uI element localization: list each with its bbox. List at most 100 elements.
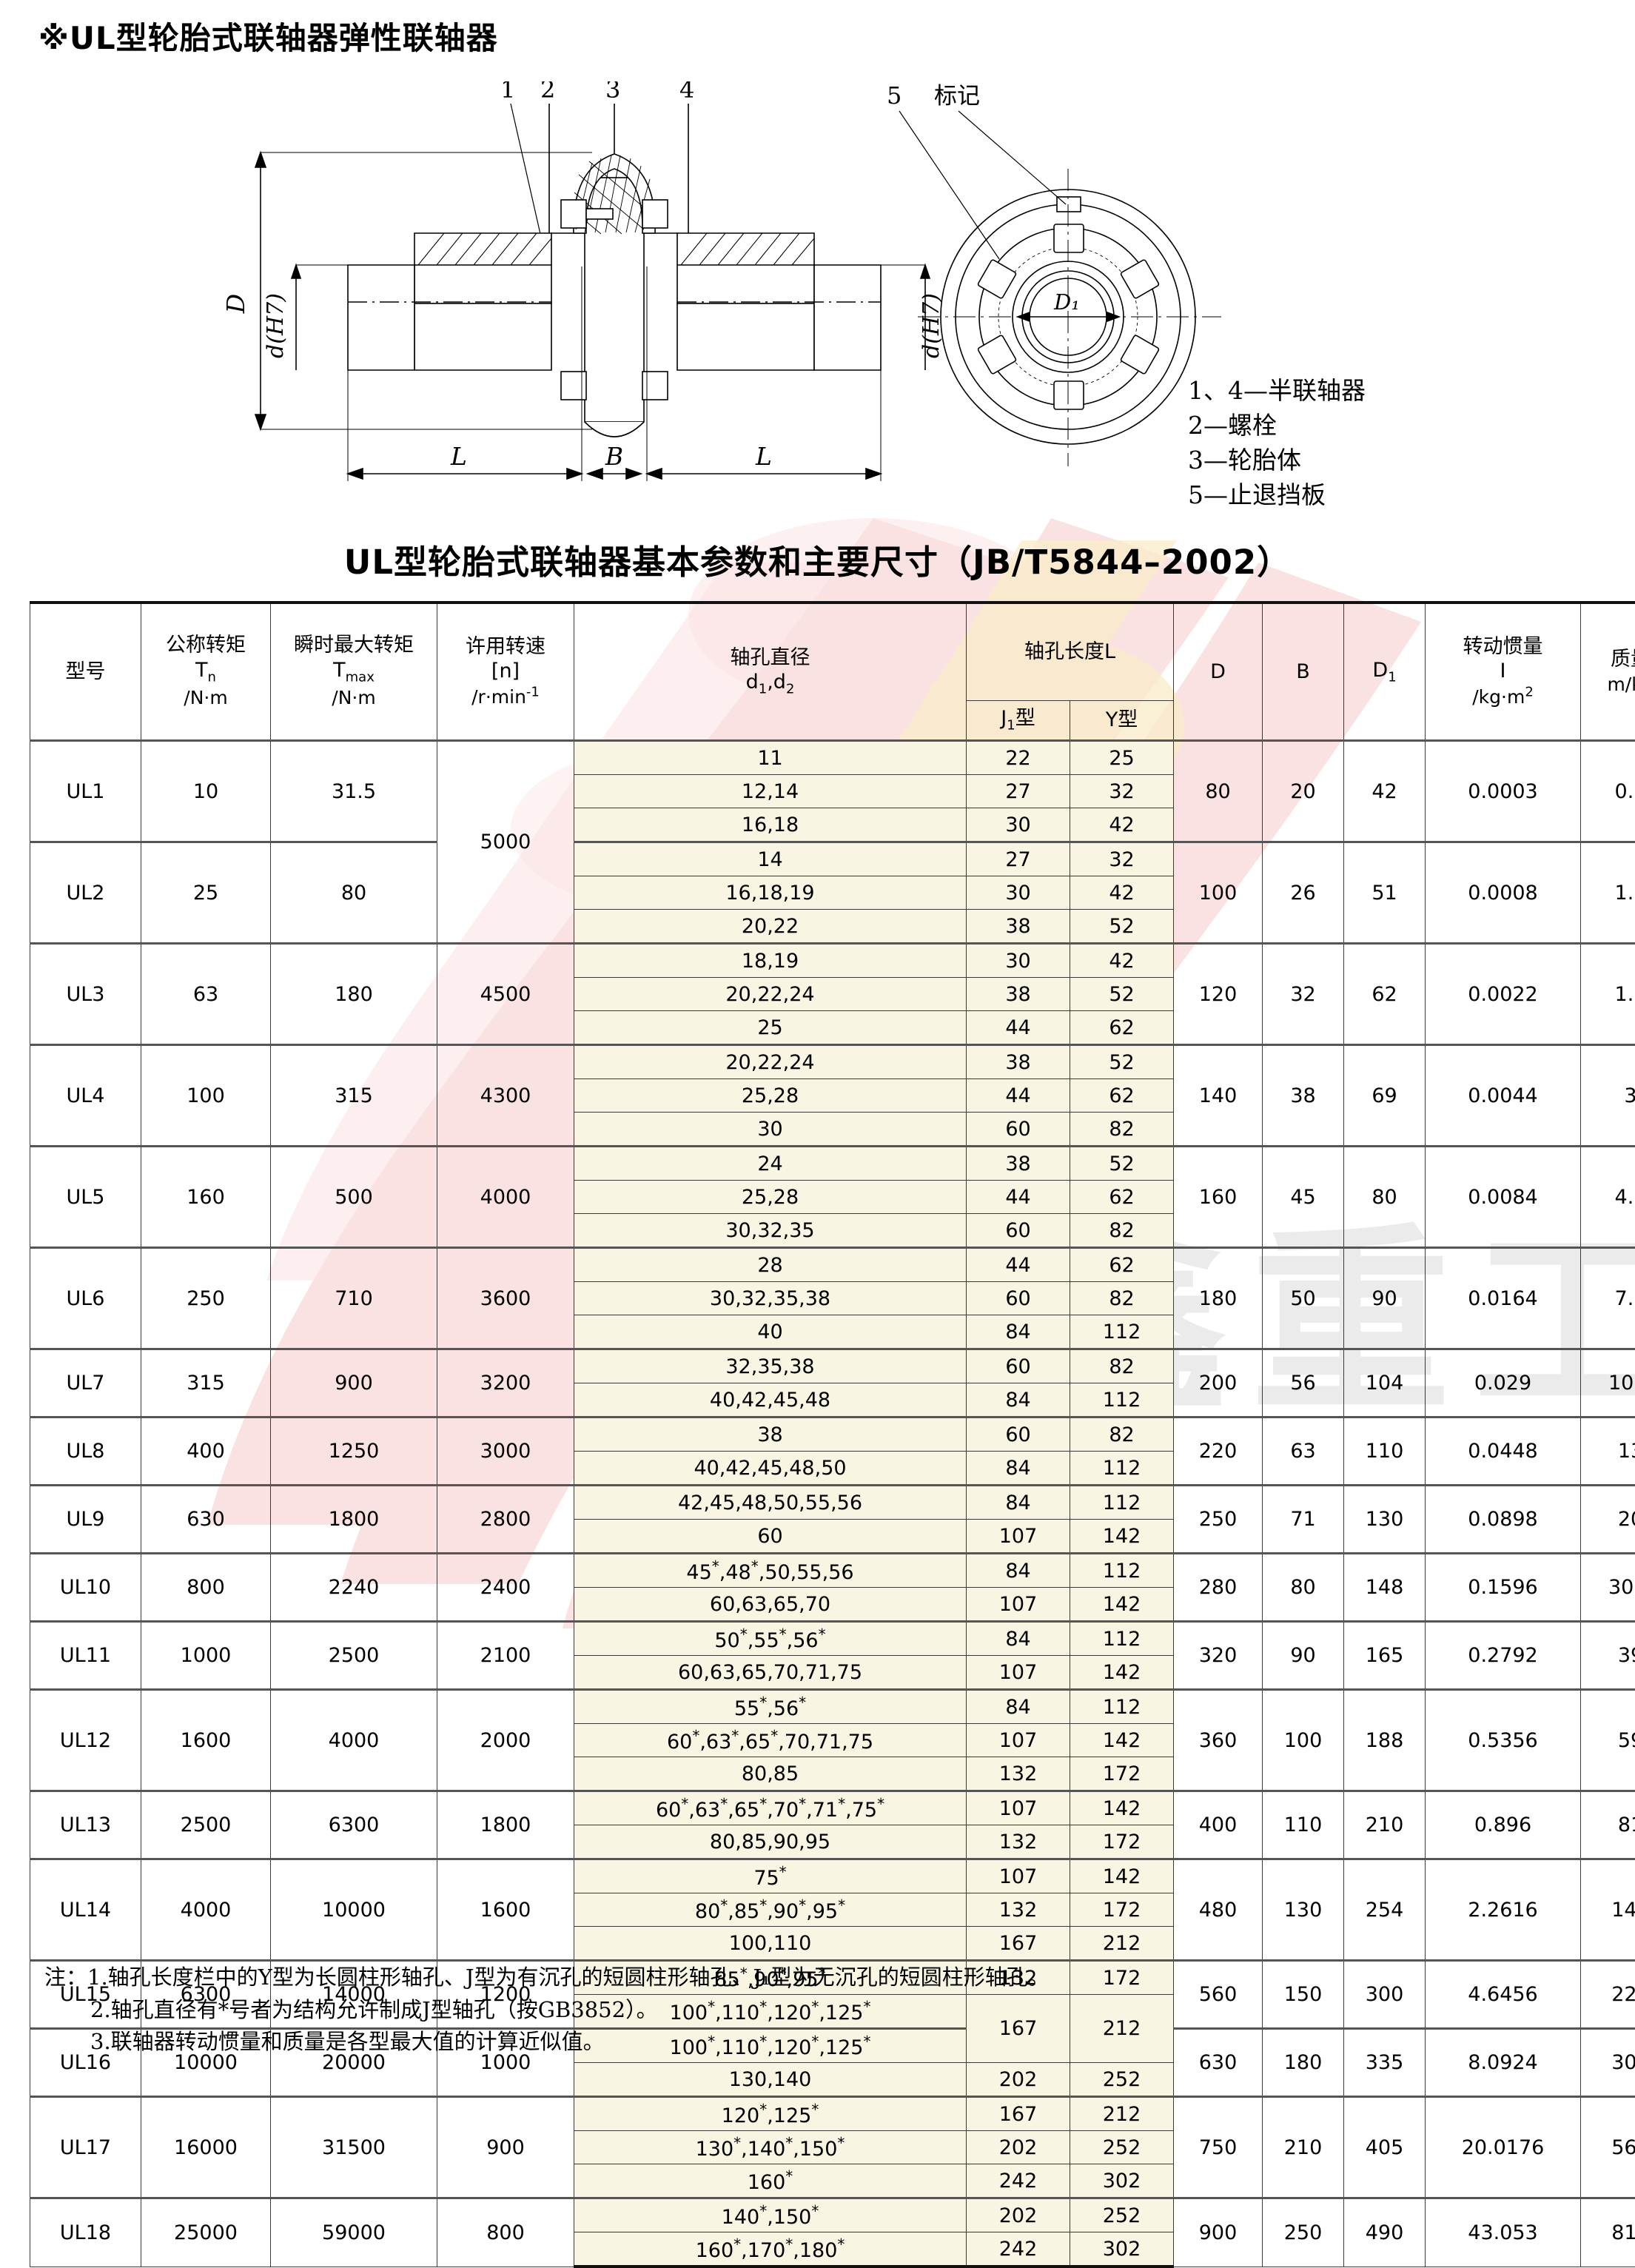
cell-bore-diameter: 100,110 [574, 1927, 967, 1961]
cell-bore-diameter: 24 [574, 1147, 967, 1181]
cell-length-y: 252 [1070, 2131, 1174, 2164]
cell-length-y: 82 [1070, 1214, 1174, 1248]
col-max-torque: 瞬时最大转矩 Tmax /N·m [271, 603, 437, 741]
cell-B: 210 [1263, 2097, 1344, 2198]
cell-D: 120 [1174, 944, 1263, 1045]
cell-inertia: 0.029 [1426, 1349, 1581, 1418]
cell-bore-diameter: 18,19 [574, 944, 967, 978]
cell-mass: 13 [1581, 1418, 1635, 1486]
cell-B: 100 [1263, 1690, 1344, 1791]
cell-mass: 7.1 [1581, 1248, 1635, 1349]
coupling-drawing-svg: 1 2 3 4 5 标记 D d(H7) d(H7) L B L D₁ [0, 81, 1635, 496]
cell-nominal-torque: 2500 [141, 1791, 271, 1859]
cell-length-j1: 84 [967, 1690, 1070, 1724]
cell-length-y: 25 [1070, 741, 1174, 775]
cell-inertia: 0.0022 [1426, 944, 1581, 1045]
cell-max-torque: 31500 [271, 2097, 437, 2198]
cell-bore-diameter: 20,22,24 [574, 978, 967, 1011]
cell-length-j1: 27 [967, 775, 1070, 808]
cell-bore-diameter: 32,35,38 [574, 1349, 967, 1383]
cell-bore-diameter: 42,45,48,50,55,56 [574, 1486, 967, 1520]
cell-max-torque: 31.5 [271, 741, 437, 842]
cell-bore-diameter: 16,18,19 [574, 876, 967, 910]
cell-bore-diameter: 25,28 [574, 1181, 967, 1214]
cell-nominal-torque: 630 [141, 1486, 271, 1554]
col-bore-length-j1: J1型 [967, 701, 1070, 741]
callout-4: 4 [679, 81, 694, 104]
cell-length-y: 62 [1070, 1011, 1174, 1045]
col-bore-length-y: Y型 [1070, 701, 1174, 741]
cell-B: 26 [1263, 842, 1344, 944]
cell-D1: 210 [1344, 1791, 1426, 1859]
cell-B: 20 [1263, 741, 1344, 842]
cell-nominal-torque: 250 [141, 1248, 271, 1349]
cell-inertia: 0.0084 [1426, 1147, 1581, 1248]
cell-length-y: 82 [1070, 1282, 1174, 1315]
cell-length-j1: 38 [967, 978, 1070, 1011]
cell-model: UL9 [30, 1486, 141, 1554]
cell-length-y: 112 [1070, 1452, 1174, 1486]
cell-speed: 1800 [437, 1791, 574, 1859]
cell-inertia: 0.5356 [1426, 1690, 1581, 1791]
cell-mass: 3 [1581, 1045, 1635, 1147]
cell-model: UL10 [30, 1554, 141, 1622]
cell-length-y: 32 [1070, 842, 1174, 876]
cell-B: 45 [1263, 1147, 1344, 1248]
cell-max-torque: 500 [271, 1147, 437, 1248]
cell-inertia: 0.0008 [1426, 842, 1581, 944]
cell-length-y: 42 [1070, 876, 1174, 910]
cell-D1: 62 [1344, 944, 1426, 1045]
cell-nominal-torque: 25 [141, 842, 271, 944]
cell-length-j1: 38 [967, 910, 1070, 944]
cell-length-j1: 107 [967, 1859, 1070, 1893]
cell-length-y: 112 [1070, 1622, 1174, 1656]
cell-D1: 188 [1344, 1690, 1426, 1791]
cell-max-torque: 180 [271, 944, 437, 1045]
cell-length-j1: 107 [967, 1588, 1070, 1622]
cell-bore-diameter: 30,32,35,38 [574, 1282, 967, 1315]
cell-bore-diameter: 25,28 [574, 1079, 967, 1113]
cell-length-y: 302 [1070, 2232, 1174, 2267]
cell-D: 280 [1174, 1554, 1263, 1622]
cell-D1: 405 [1344, 2097, 1426, 2198]
cell-length-j1: 107 [967, 1656, 1070, 1690]
cell-D: 200 [1174, 1349, 1263, 1418]
dim-L-right-label: L [755, 442, 772, 471]
cell-length-j1: 22 [967, 741, 1070, 775]
cell-length-y: 42 [1070, 944, 1174, 978]
table-head: 型号 公称转矩 Tn /N·m 瞬时最大转矩 Tmax /N·m 许用转速 [30, 603, 1635, 741]
cell-mass: 1.2 [1581, 842, 1635, 944]
cell-max-torque: 1800 [271, 1486, 437, 1554]
cell-length-j1: 84 [967, 1452, 1070, 1486]
cell-max-torque: 315 [271, 1045, 437, 1147]
cell-length-j1: 44 [967, 1011, 1070, 1045]
cell-bore-diameter: 40 [574, 1315, 967, 1349]
cell-bore-diameter: 14 [574, 842, 967, 876]
cell-D1: 90 [1344, 1248, 1426, 1349]
cell-D: 360 [1174, 1690, 1263, 1791]
cell-bore-diameter: 160* [574, 2164, 967, 2198]
cell-length-j1: 242 [967, 2164, 1070, 2198]
cell-bore-diameter: 50*,55*,56* [574, 1622, 967, 1656]
cell-nominal-torque: 315 [141, 1349, 271, 1418]
cell-speed: 800 [437, 2198, 574, 2267]
cell-length-y: 172 [1070, 1757, 1174, 1791]
cell-bore-diameter: 28 [574, 1248, 967, 1282]
cell-bore-diameter: 12,14 [574, 775, 967, 808]
dim-d-left-label: d(H7) [263, 293, 289, 358]
cell-length-y: 142 [1070, 1588, 1174, 1622]
cell-speed: 2400 [437, 1554, 574, 1622]
cell-length-j1: 107 [967, 1791, 1070, 1825]
cell-nominal-torque: 25000 [141, 2198, 271, 2267]
cell-B: 71 [1263, 1486, 1344, 1554]
cell-mass: 4.6 [1581, 1147, 1635, 1248]
cell-length-j1: 167 [967, 1927, 1070, 1961]
cell-D: 220 [1174, 1418, 1263, 1486]
cell-bore-diameter: 60,63,65,70,71,75 [574, 1656, 967, 1690]
